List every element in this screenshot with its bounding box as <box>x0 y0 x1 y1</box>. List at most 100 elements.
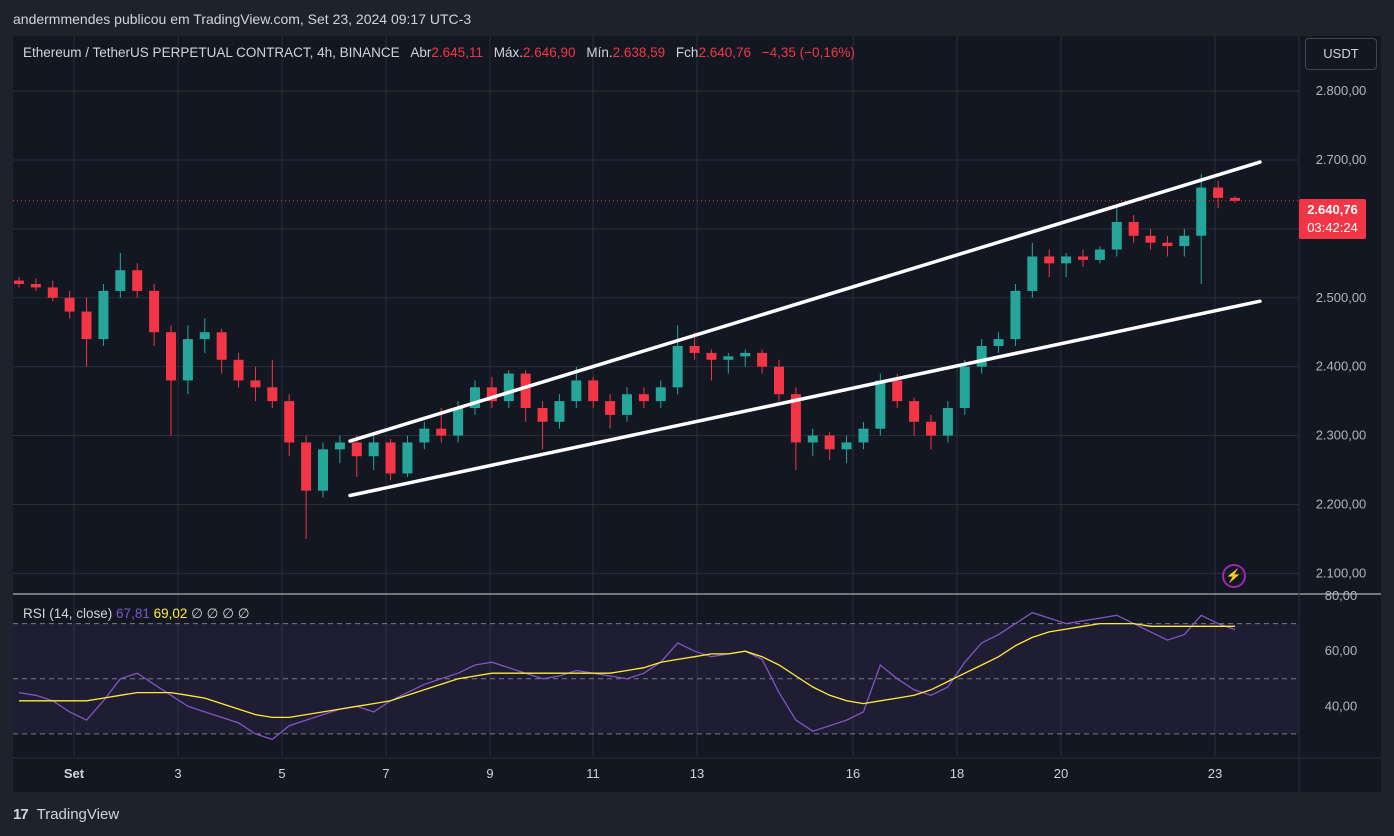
rsi-value: 67,81 <box>116 606 150 621</box>
publish-header: andermmendes publicou em TradingView.com… <box>13 11 472 27</box>
candle-body <box>571 380 582 402</box>
last-price-tag: 2.640,76 03:42:24 <box>1299 199 1366 239</box>
candle-body <box>318 449 328 491</box>
candle-body <box>1179 235 1190 247</box>
price-axis-label: 2.500,00 <box>1316 290 1367 305</box>
lightning-bolt-icon[interactable]: ⚡ <box>1222 564 1246 588</box>
price-axis-label: 2.700,00 <box>1316 152 1367 167</box>
candle-body <box>926 421 936 436</box>
candle-body <box>520 373 531 408</box>
time-axis-label: 20 <box>1054 766 1068 781</box>
candle-body <box>706 352 717 360</box>
candle-body <box>1061 256 1072 264</box>
candle-body <box>503 373 514 402</box>
candle-body <box>1145 235 1156 243</box>
candle-body <box>1010 290 1021 340</box>
candle-body <box>216 332 227 360</box>
time-axis-label: 5 <box>278 766 285 781</box>
candle-body <box>1196 187 1207 236</box>
candle-body <box>959 366 970 408</box>
candle-body <box>537 408 548 422</box>
price-axis-label: 2.100,00 <box>1316 565 1367 580</box>
candle-body <box>774 366 784 395</box>
symbol-name: Ethereum / TetherUS PERPETUAL CONTRACT, … <box>23 45 400 60</box>
candle-body <box>1044 256 1055 264</box>
candle-body <box>875 380 886 429</box>
symbol-legend: Ethereum / TetherUS PERPETUAL CONTRACT, … <box>23 45 855 60</box>
time-axis-label: 18 <box>950 766 964 781</box>
candle-body <box>149 290 160 333</box>
candle-body <box>605 401 616 415</box>
candle-body <box>486 387 497 402</box>
rsi-empty-values: ∅ ∅ ∅ ∅ <box>191 606 250 621</box>
rsi-axis-label: 80,00 <box>1325 588 1358 603</box>
candle-body <box>453 408 464 436</box>
candle-body <box>385 442 396 474</box>
candle-body <box>402 442 413 474</box>
candle-body <box>824 435 835 450</box>
candle-body <box>1111 222 1122 250</box>
candle-body <box>1078 256 1088 260</box>
candle-body <box>1094 249 1105 260</box>
price-axis-label: 2.300,00 <box>1316 428 1367 443</box>
candle-body <box>132 270 143 291</box>
footer-brand[interactable]: 17 TradingView <box>13 800 119 830</box>
grid-lines <box>13 36 1299 756</box>
candle-body <box>588 380 599 402</box>
time-axis-label: 13 <box>690 766 704 781</box>
time-axis-label: 3 <box>174 766 181 781</box>
candles <box>13 173 1299 539</box>
candle-body <box>182 339 193 381</box>
price-axis-label: 2.200,00 <box>1316 496 1367 511</box>
candle-body <box>740 352 751 357</box>
close-value: 2.640,76 <box>698 45 751 60</box>
trend-lines <box>348 160 1262 498</box>
candle-body <box>1230 197 1240 201</box>
currency-button[interactable]: USDT <box>1305 38 1377 70</box>
candle-body <box>199 332 210 340</box>
candle-body <box>81 311 92 340</box>
candle-body <box>638 394 649 402</box>
tradingview-logo-icon: 17 <box>13 806 29 823</box>
time-axis-label: 23 <box>1208 766 1222 781</box>
high-label: Máx. <box>493 45 523 60</box>
brand-name: TradingView <box>36 806 120 823</box>
candle-countdown: 03:42:24 <box>1307 220 1358 235</box>
trend-line-lower <box>348 299 1262 498</box>
candle-body <box>622 394 632 415</box>
close-label: Fch <box>675 45 699 60</box>
open-label: Abr <box>410 45 432 60</box>
price-axis-label: 2.400,00 <box>1316 359 1367 374</box>
candle-body <box>250 380 261 388</box>
candle-body <box>807 435 818 443</box>
rsi-line <box>18 611 1236 741</box>
rsi-pane <box>13 611 1299 741</box>
candle-body <box>47 287 58 298</box>
candle-body <box>368 442 379 457</box>
rsi-axis-label: 40,00 <box>1325 698 1358 713</box>
candle-body <box>1213 187 1224 198</box>
high-value: 2.646,90 <box>523 45 576 60</box>
rsi-title: RSI (14, close) <box>23 606 113 621</box>
candle-body <box>976 346 987 367</box>
candle-body <box>30 284 41 288</box>
time-axis-label: 16 <box>846 766 860 781</box>
candle-body <box>14 280 24 284</box>
candle-body <box>115 270 126 291</box>
candle-body <box>334 442 345 450</box>
time-axis-label: 11 <box>586 766 600 781</box>
chart-frame[interactable]: 2.100,00 2.200,00 2.300,00 2.400,00 2.500,00… <box>13 36 1381 792</box>
candle-body <box>419 428 430 443</box>
candle-body <box>655 387 666 402</box>
chart-canvas[interactable]: 2.100,00 2.200,00 2.300,00 2.400,00 2.500,00… <box>13 36 1381 792</box>
candle-body <box>166 332 176 381</box>
candle-body <box>301 442 312 491</box>
low-label: Mín. <box>586 45 613 60</box>
candle-body <box>723 356 734 360</box>
low-value: 2.638,59 <box>612 45 666 60</box>
candle-body <box>470 387 480 408</box>
candle-body <box>790 394 801 443</box>
candle-body <box>858 428 869 443</box>
time-axis-label: 9 <box>486 766 493 781</box>
candle-body <box>942 408 953 436</box>
